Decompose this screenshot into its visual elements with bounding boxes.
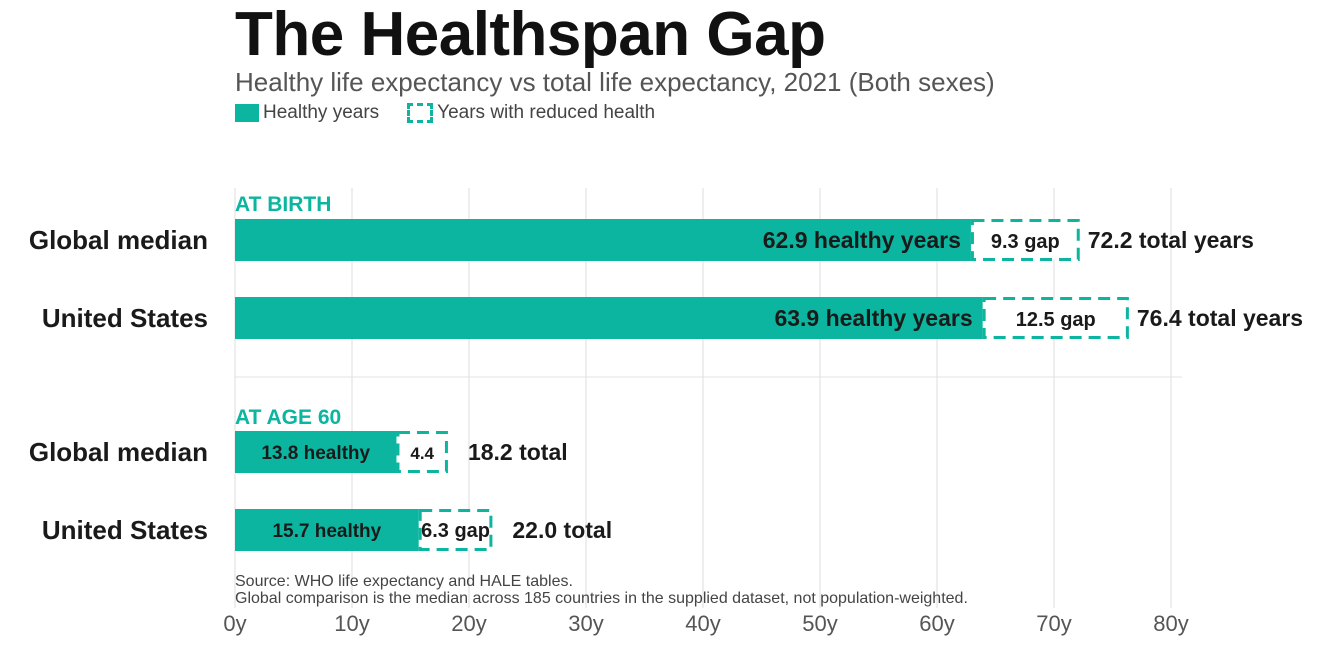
chart-title: The Healthspan Gap xyxy=(235,0,826,69)
healthy-bar xyxy=(235,219,971,261)
x-tick-label: 40y xyxy=(685,611,720,636)
healthy-bar xyxy=(235,297,983,339)
gap-value-label: 12.5 gap xyxy=(1016,309,1096,331)
legend-item-reduced: Years with reduced health xyxy=(407,102,655,124)
legend-label-healthy: Healthy years xyxy=(263,102,380,123)
total-value-label: 76.4 total years xyxy=(1137,305,1303,331)
category-label: Global median xyxy=(29,225,208,255)
x-tick-label: 20y xyxy=(451,611,486,636)
healthy-value-label: 15.7 healthy xyxy=(272,521,381,542)
healthy-value-label: 63.9 healthy years xyxy=(774,305,972,331)
category-label: Global median xyxy=(29,437,208,467)
source-line-2: Global comparison is the median across 1… xyxy=(235,590,968,607)
gap-bar xyxy=(982,297,1129,339)
legend: Healthy years Years with reduced health xyxy=(235,102,683,124)
x-tick-label: 50y xyxy=(802,611,837,636)
source-note: Source: WHO life expectancy and HALE tab… xyxy=(235,573,968,607)
healthy-value-label: 62.9 healthy years xyxy=(763,227,961,253)
healthy-bar xyxy=(235,509,419,551)
legend-swatch-reduced xyxy=(407,103,434,123)
healthy-value-label: 13.8 healthy xyxy=(261,443,370,464)
legend-item-healthy: Healthy years xyxy=(235,102,379,124)
healthy-bar xyxy=(235,431,397,473)
category-label: United States xyxy=(42,515,208,545)
gap-value-label: 6.3 gap xyxy=(421,520,490,542)
chart-subtitle: Healthy life expectancy vs total life ex… xyxy=(235,67,995,97)
x-tick-label: 60y xyxy=(919,611,954,636)
gap-bar xyxy=(970,219,1080,261)
gap-bar xyxy=(418,509,493,551)
section-label: AT AGE 60 xyxy=(235,406,341,429)
category-label: United States xyxy=(42,303,208,333)
x-tick-label: 70y xyxy=(1036,611,1071,636)
total-value-label: 22.0 total xyxy=(512,517,612,543)
legend-swatch-healthy xyxy=(235,104,259,122)
x-tick-label: 80y xyxy=(1153,611,1188,636)
source-line-1: Source: WHO life expectancy and HALE tab… xyxy=(235,573,573,590)
gap-value-label: 9.3 gap xyxy=(991,231,1060,253)
section-label: AT BIRTH xyxy=(235,193,331,216)
legend-label-reduced: Years with reduced health xyxy=(437,102,656,123)
x-tick-label: 10y xyxy=(334,611,369,636)
gap-value-label: 4.4 xyxy=(410,444,434,463)
total-value-label: 72.2 total years xyxy=(1088,227,1254,253)
total-value-label: 18.2 total xyxy=(468,439,568,465)
x-tick-label: 30y xyxy=(568,611,603,636)
gap-bar xyxy=(396,431,448,473)
x-tick-label: 0y xyxy=(223,611,246,636)
